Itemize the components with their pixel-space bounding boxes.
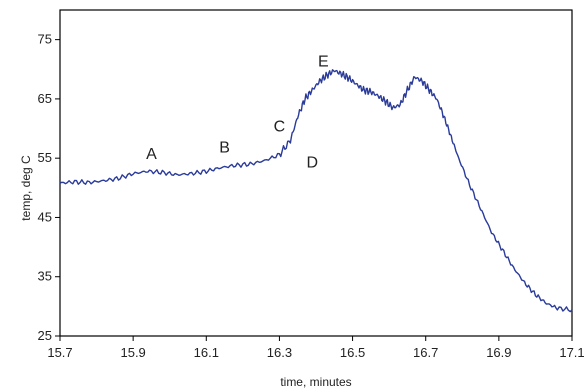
x-tick-label: 16.5 [340, 345, 365, 360]
y-tick-label: 55 [38, 150, 52, 165]
y-tick-label: 25 [38, 328, 52, 343]
x-tick-label: 17.1 [559, 345, 584, 360]
temperature-series-line [59, 69, 573, 313]
x-axis-label: time, minutes [280, 375, 351, 389]
annotations: A B C D E [146, 53, 329, 171]
annotation-e: E [318, 53, 329, 70]
y-tick-label: 75 [38, 32, 52, 47]
x-tick-label: 16.3 [267, 345, 292, 360]
x-tick-label: 16.7 [413, 345, 438, 360]
y-tick-label: 35 [38, 269, 52, 284]
x-tick-label: 16.9 [486, 345, 511, 360]
annotation-a: A [146, 146, 157, 163]
annotation-b: B [219, 139, 230, 156]
y-tick-label: 65 [38, 91, 52, 106]
x-axis-ticks: 15.7 15.9 16.1 16.3 16.5 16.7 16.9 17.1 [47, 336, 585, 360]
y-axis-ticks: 25 35 45 55 65 75 [38, 32, 60, 343]
x-tick-label: 16.1 [194, 345, 219, 360]
plot-area [59, 9, 573, 337]
annotation-c: C [274, 119, 286, 136]
annotation-d: D [307, 155, 319, 172]
x-tick-label: 15.7 [47, 345, 72, 360]
y-axis-label: temp, deg C [19, 155, 33, 221]
y-tick-label: 45 [38, 209, 52, 224]
x-tick-label: 15.9 [120, 345, 145, 360]
